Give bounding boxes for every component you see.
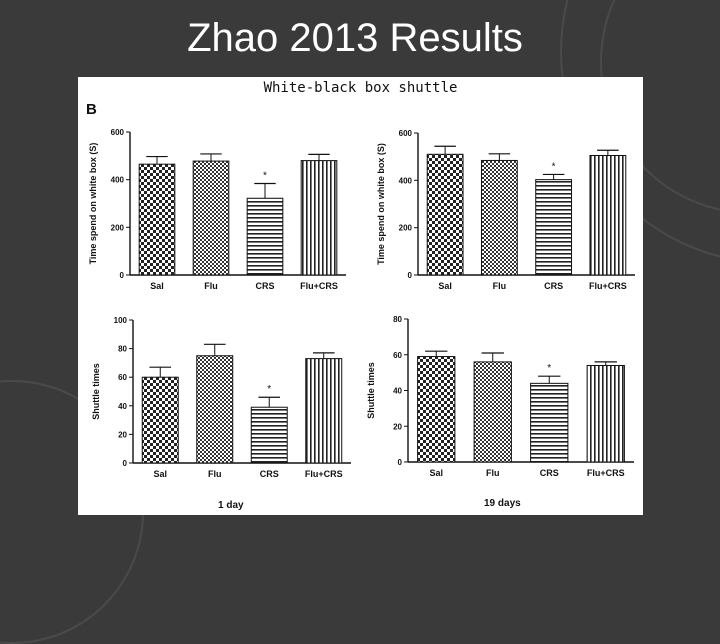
category-label-0-0: Sal [150, 281, 164, 291]
bar-0-0 [138, 163, 176, 276]
y-tick-label-3-4: 80 [393, 315, 402, 324]
y-axis-label-2: Shuttle times [91, 363, 101, 420]
y-tick-label-2-5: 100 [114, 316, 128, 325]
y-tick-label-1-2: 400 [399, 176, 413, 185]
bar-2-2 [250, 406, 288, 464]
category-label-1-2: CRS [544, 281, 563, 291]
y-tick-label-2-1: 20 [118, 430, 127, 439]
bar-3-2 [530, 382, 569, 463]
bar-0-2 [246, 197, 284, 276]
significance-mark-1-2: * [552, 161, 556, 172]
category-label-0-1: Flu [204, 281, 218, 291]
condition-label-19-days: 19 days [484, 498, 521, 509]
category-label-3-2: CRS [540, 468, 559, 478]
y-tick-label-1-3: 600 [399, 129, 413, 138]
y-tick-label-0-2: 400 [111, 176, 125, 185]
bar-1-2 [535, 179, 573, 276]
bar-3-3 [586, 364, 625, 463]
bar-3-0 [417, 356, 456, 463]
bar-1-3 [589, 154, 627, 276]
y-tick-label-3-3: 60 [393, 351, 402, 360]
category-label-0-3: Flu+CRS [300, 281, 338, 291]
bar-2-0 [141, 376, 179, 464]
y-tick-label-2-0: 0 [123, 459, 128, 468]
bar-1-1 [480, 159, 518, 276]
bar-1-0 [426, 153, 464, 276]
slide-title: Zhao 2013 Results [187, 16, 523, 60]
category-label-0-2: CRS [255, 281, 274, 291]
figure-panel: White-black box shuttle B 1 day 19 days [78, 77, 643, 515]
category-label-3-1: Flu [486, 468, 500, 478]
y-tick-label-2-3: 60 [118, 373, 127, 382]
y-tick-label-1-1: 200 [399, 224, 413, 233]
bar-2-1 [196, 355, 234, 464]
bar-0-3 [300, 160, 338, 276]
bar-2-3 [305, 358, 343, 464]
category-label-3-3: Flu+CRS [587, 468, 625, 478]
y-tick-label-0-3: 600 [111, 128, 125, 137]
significance-mark-2-2: * [267, 384, 271, 395]
y-tick-label-1-0: 0 [408, 271, 413, 280]
category-label-1-3: Flu+CRS [589, 281, 627, 291]
y-tick-label-3-1: 20 [393, 422, 402, 431]
category-label-2-2: CRS [260, 469, 279, 479]
category-label-1-0: Sal [438, 281, 452, 291]
category-label-1-1: Flu [493, 281, 507, 291]
y-axis-label-3: Shuttle times [366, 362, 376, 419]
category-label-2-0: Sal [153, 469, 167, 479]
y-tick-label-2-4: 80 [118, 345, 127, 354]
condition-label-1-day: 1 day [218, 500, 244, 511]
bar-3-1 [473, 361, 512, 463]
category-label-2-1: Flu [208, 469, 222, 479]
y-tick-label-0-0: 0 [120, 271, 125, 280]
y-tick-label-2-2: 40 [118, 402, 127, 411]
y-axis-label-1: Time spend on white box (S) [376, 143, 386, 265]
panel-letter: B [86, 101, 97, 118]
figure-title: White-black box shuttle [263, 80, 458, 96]
y-tick-label-3-0: 0 [398, 458, 403, 467]
category-label-2-3: Flu+CRS [305, 469, 343, 479]
bar-0-1 [192, 160, 230, 276]
significance-mark-3-2: * [547, 363, 551, 374]
y-axis-label-0: Time spend on white box (S) [88, 143, 98, 265]
y-tick-label-0-1: 200 [111, 223, 125, 232]
category-label-3-0: Sal [429, 468, 443, 478]
significance-mark-0-2: * [263, 170, 267, 181]
y-tick-label-3-2: 40 [393, 387, 402, 396]
